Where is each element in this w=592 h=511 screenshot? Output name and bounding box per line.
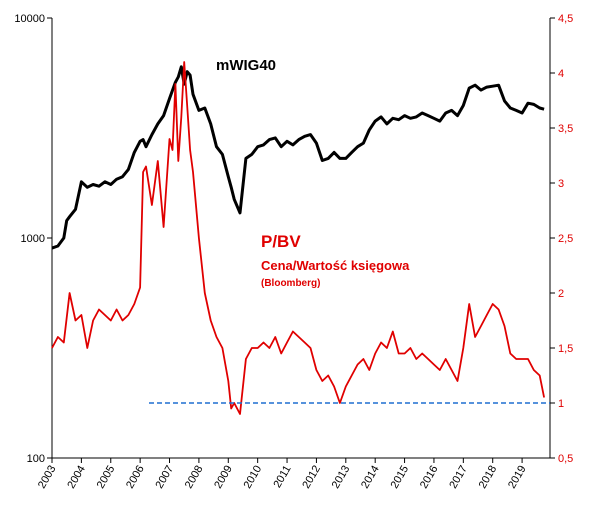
x-tick-label: 2004: [65, 464, 88, 491]
x-tick-label: 2011: [271, 464, 293, 490]
right-axis-ticks: 0,5 1 1,5 2 2,5 3 3,5 4 4,5: [550, 13, 573, 465]
x-tick-label: 2007: [153, 464, 176, 491]
right-tick-label: 1,5: [558, 343, 573, 355]
pbv-series-line: [51, 61, 545, 415]
x-tick-label: 2017: [447, 464, 470, 491]
x-tick-label: 2019: [506, 464, 529, 491]
x-tick-label: 2015: [389, 464, 412, 491]
x-tick-label: 2012: [300, 464, 323, 491]
right-tick-label: 2: [558, 288, 564, 300]
right-tick-label: 3: [558, 178, 564, 190]
x-tick-label: 2010: [242, 464, 265, 491]
right-tick-label: 4,5: [558, 13, 573, 25]
right-tick-label: 0,5: [558, 453, 573, 465]
right-series-label: P/BV: [261, 232, 301, 251]
right-tick-label: 2,5: [558, 233, 573, 245]
right-series-source: (Bloomberg): [261, 278, 320, 289]
x-tick-label: 2005: [95, 464, 118, 491]
left-tick-label: 10000: [14, 13, 45, 25]
x-axis-ticks: 2003 2004 2005 2006 2007 2008 2009 2010 2011 2012…: [36, 458, 529, 491]
x-tick-label: 2008: [183, 464, 206, 491]
left-axis-ticks: 100 1000 10000: [14, 13, 52, 465]
x-tick-label: 2018: [477, 464, 500, 491]
right-tick-label: 3,5: [558, 123, 573, 135]
right-tick-label: 4: [558, 68, 564, 80]
x-tick-label: 2009: [212, 464, 235, 491]
x-tick-label: 2003: [36, 464, 59, 491]
series-layer: [51, 61, 550, 415]
x-tick-label: 2006: [124, 464, 147, 491]
right-series-sublabel: Cena/Wartość księgowa: [261, 258, 410, 273]
mwig40-series-line: [51, 65, 545, 250]
x-tick-label: 2014: [359, 464, 382, 491]
x-tick-label: 2013: [330, 464, 353, 491]
left-tick-label: 1000: [21, 233, 45, 245]
left-series-label: mWIG40: [216, 57, 276, 74]
x-tick-label: 2016: [418, 464, 441, 491]
left-tick-label: 100: [27, 453, 45, 465]
right-tick-label: 1: [558, 398, 564, 410]
